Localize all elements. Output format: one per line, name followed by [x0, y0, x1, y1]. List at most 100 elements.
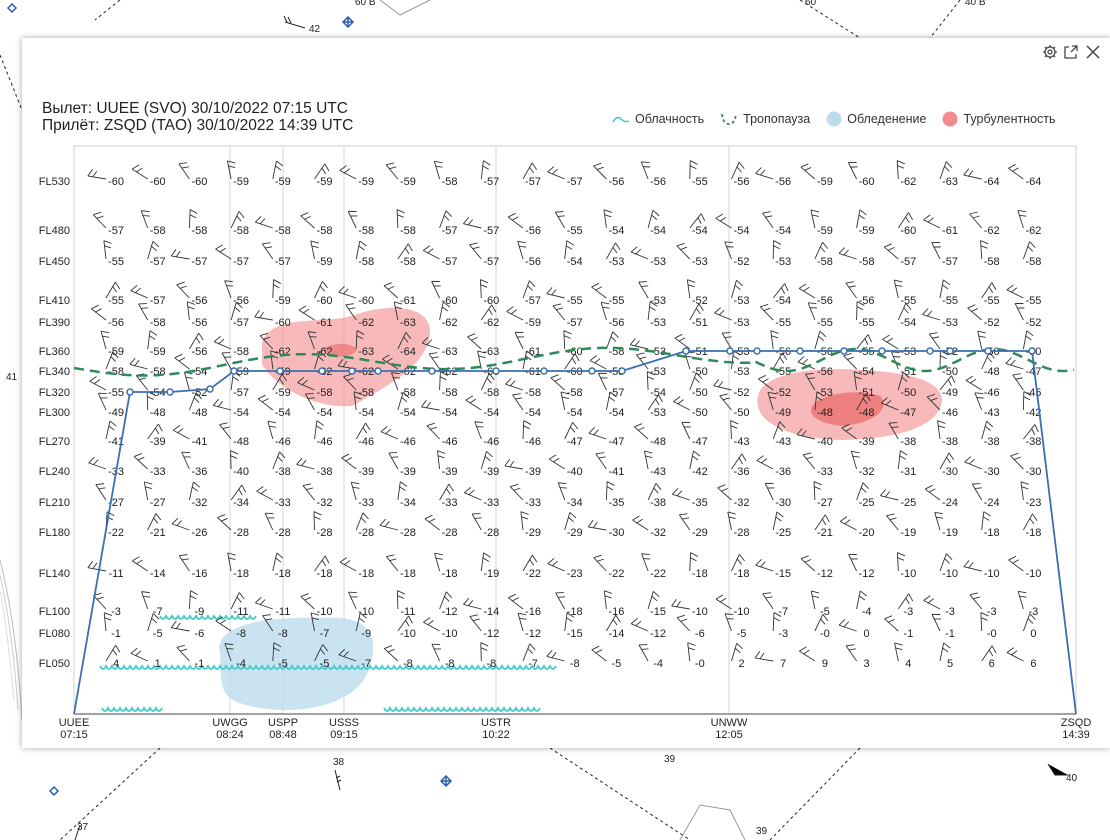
- route-point[interactable]: [374, 367, 382, 375]
- wind-barb: [1023, 513, 1038, 531]
- route-point[interactable]: [682, 347, 690, 355]
- temperature-label: 9: [822, 658, 828, 670]
- wind-barb: [647, 394, 663, 411]
- wind-barb: [814, 241, 829, 260]
- turbulence-area-strong[interactable]: [322, 343, 357, 357]
- flight-level-label: FL480: [39, 225, 70, 237]
- legend-label: Облачность: [635, 112, 705, 126]
- wind-barb: [755, 167, 774, 180]
- wind-barb: [886, 513, 899, 531]
- airport-marker: [6, 2, 18, 14]
- wind-barb: [965, 375, 982, 391]
- wind-barb: [557, 482, 567, 501]
- temperature-label: -57: [233, 317, 249, 329]
- route-point[interactable]: [726, 347, 734, 355]
- route-point[interactable]: [796, 347, 804, 355]
- temperature-label: -10: [1025, 568, 1041, 580]
- wind-barb: [630, 246, 649, 260]
- legend-item-cloud[interactable]: Облачность: [612, 112, 704, 126]
- route-point[interactable]: [618, 367, 626, 375]
- route-point[interactable]: [492, 367, 500, 375]
- temperature-label: -11: [108, 568, 123, 580]
- temperature-label: -20: [859, 527, 875, 539]
- temperature-label: -53: [650, 407, 666, 419]
- temperature-label: -55: [859, 317, 875, 329]
- wind-barb: [687, 642, 696, 662]
- wind-barb: [350, 481, 360, 501]
- route-point[interactable]: [753, 347, 761, 355]
- wind-barb: [105, 281, 121, 299]
- route-point[interactable]: [588, 367, 596, 375]
- wind-barb: [731, 642, 744, 662]
- temperature-label: -48: [859, 407, 875, 419]
- wind-barb: [129, 357, 148, 370]
- route-point[interactable]: [126, 388, 134, 396]
- temperature-label: -59: [859, 225, 875, 237]
- temperature-label: -22: [650, 568, 666, 580]
- settings-button[interactable]: [1042, 44, 1058, 60]
- wind-barb: [591, 282, 607, 299]
- wind-barb: [257, 394, 274, 411]
- temperature-label: -4: [862, 606, 872, 618]
- route-point[interactable]: [230, 367, 238, 375]
- turbulence-area-strong[interactable]: [811, 392, 884, 426]
- flight-profile-chart[interactable]: -60 -60 -60 -59 -59 -59 -59 -59 -58 -57 -57 -57 -56-…: [22, 134, 1110, 748]
- route-point[interactable]: [926, 347, 934, 355]
- temperature-label: -24: [942, 497, 958, 509]
- route-point[interactable]: [878, 347, 886, 355]
- wind-barb: [1022, 613, 1036, 632]
- temperature-label: -55: [567, 295, 583, 307]
- temperature-label: -59: [817, 225, 833, 237]
- legend-item-tropopause[interactable]: Тропопауза: [720, 112, 810, 126]
- route-point[interactable]: [840, 347, 848, 355]
- wind-barb: [671, 488, 690, 501]
- wind-barb: [147, 613, 160, 632]
- legend-item-icing[interactable]: Обледенение: [826, 111, 926, 127]
- departure-label: Вылет:: [42, 100, 93, 117]
- wind-barb: [385, 162, 399, 180]
- icing-area[interactable]: [219, 617, 374, 711]
- close-icon: [1086, 45, 1100, 59]
- route-point[interactable]: [428, 367, 436, 375]
- temperature-label: -39: [400, 466, 416, 478]
- temperature-label: -18: [442, 568, 458, 580]
- route-point[interactable]: [206, 385, 214, 393]
- wind-barb: [92, 211, 107, 229]
- close-button[interactable]: [1085, 44, 1101, 60]
- temperature-label: -57: [483, 176, 499, 188]
- wind-barb: [480, 450, 493, 470]
- wind-barb: [522, 280, 536, 299]
- airport-marker: [48, 785, 60, 797]
- route-point[interactable]: [276, 367, 284, 375]
- wind-barb: [434, 552, 443, 572]
- wind-barb: [310, 612, 320, 632]
- temperature-label: -58: [1025, 256, 1041, 268]
- route-point[interactable]: [1028, 347, 1036, 355]
- temperature-label: -56: [608, 176, 624, 188]
- wind-barb: [630, 618, 649, 632]
- route-point[interactable]: [166, 388, 174, 396]
- map-label: 60: [805, 0, 817, 8]
- temperature-label: -30: [942, 466, 958, 478]
- wind-barb: [396, 590, 406, 610]
- wind-barb: [981, 511, 991, 531]
- temperature-label: -6: [695, 628, 705, 640]
- wind-barb: [172, 425, 190, 440]
- wind-barb: [396, 209, 405, 229]
- route-point[interactable]: [318, 367, 326, 375]
- route-point[interactable]: [946, 347, 954, 355]
- open-external-button[interactable]: [1063, 44, 1079, 60]
- temperature-label: -57: [442, 225, 458, 237]
- temperature-label: -16: [525, 606, 541, 618]
- wind-barb: [897, 212, 913, 229]
- temperature-label: -33: [483, 497, 499, 509]
- wind-barb: [421, 337, 440, 350]
- route-point[interactable]: [348, 367, 356, 375]
- route-point[interactable]: [984, 347, 992, 355]
- legend-item-turbulence[interactable]: Турбулентность: [942, 111, 1056, 127]
- route-point[interactable]: [540, 367, 548, 375]
- temperature-label: -55: [692, 176, 708, 188]
- tropopause-line[interactable]: [73, 346, 1075, 377]
- temperature-label: -57: [483, 256, 499, 268]
